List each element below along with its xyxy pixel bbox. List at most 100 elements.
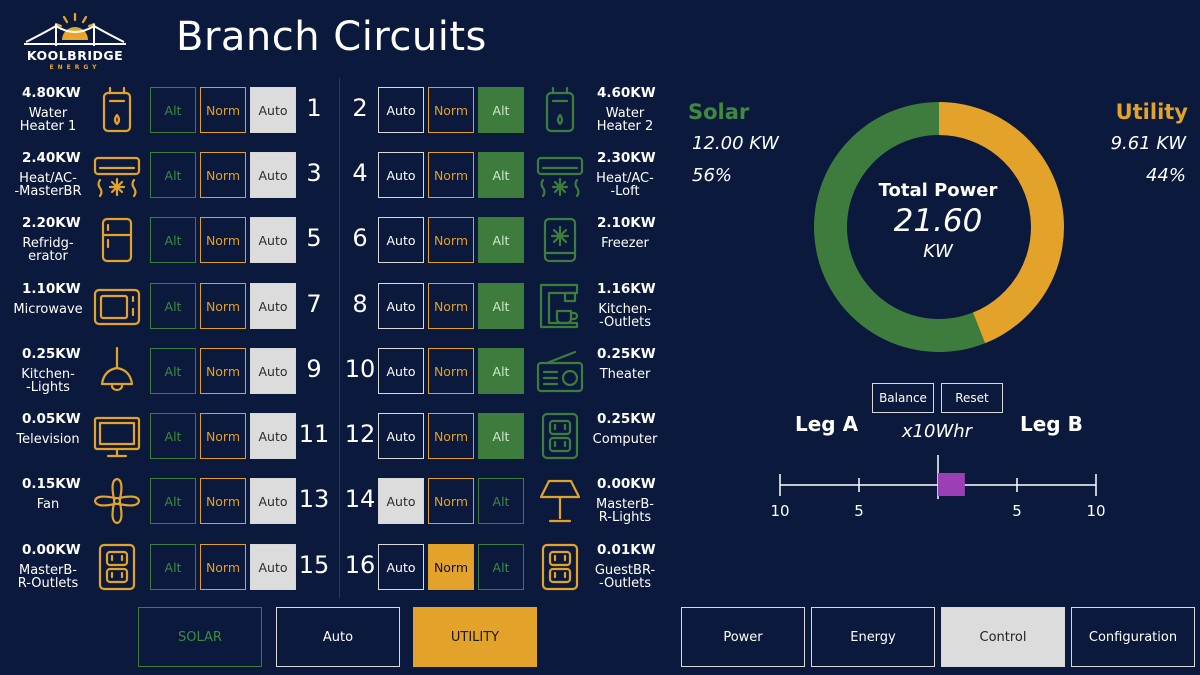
leg-a-label: Leg A [795,412,859,436]
auto-button[interactable]: Auto [378,544,424,590]
circuit-kw: 0.01KW [597,542,656,558]
koolbridge-logo: KOOLBRIDGE ENERGY [22,12,128,76]
utility-arc [939,102,1064,344]
alt-button[interactable]: Alt [478,87,524,133]
alt-button[interactable]: Alt [150,152,196,198]
nav-configuration-button[interactable]: Configuration [1071,607,1195,667]
auto-button[interactable]: Auto [250,87,296,133]
auto-button[interactable]: Auto [378,217,424,263]
circuit-kw: 1.16KW [597,281,656,297]
norm-button[interactable]: Norm [428,152,474,198]
bridge-sun-icon [24,12,126,46]
reset-button[interactable]: Reset [941,383,1003,413]
circuit-4: 2.30KW Heat/AC- -Loft 4 Alt Norm Auto [0,148,656,200]
alt-button[interactable]: Alt [150,217,196,263]
lamp-icon [535,476,585,526]
norm-button[interactable]: Norm [200,87,246,133]
auto-button[interactable]: Auto [250,283,296,329]
alt-button[interactable]: Alt [150,544,196,590]
alt-button[interactable]: Alt [150,478,196,524]
norm-button[interactable]: Norm [428,478,474,524]
alt-button[interactable]: Alt [478,478,524,524]
circuit-name: MasterB- R-Outlets [17,563,79,591]
auto-button[interactable]: Auto [250,478,296,524]
auto-button[interactable]: Auto [378,283,424,329]
auto-button[interactable]: Auto [378,152,424,198]
nav-power-button[interactable]: Power [681,607,805,667]
alt-button[interactable]: Alt [478,152,524,198]
circuit-name: Refridg- erator [22,236,74,264]
circuit-number: 5 [306,224,322,252]
fan-icon [92,476,142,526]
heat-ac-icon [535,150,585,200]
circuit-name: Computer [592,432,658,447]
logo-wordmark: KOOLBRIDGE [26,48,124,63]
total-power-unit: KW [923,241,953,262]
norm-button[interactable]: Norm [428,283,474,329]
auto-button[interactable]: Auto [378,413,424,459]
circuit-kw: 2.30KW [597,150,656,166]
solar-arc [814,102,986,352]
norm-button[interactable]: Norm [428,348,474,394]
norm-button[interactable]: Norm [428,413,474,459]
leg-balance-scale [779,455,1097,499]
alt-button[interactable]: Alt [150,87,196,133]
alt-button[interactable]: Alt [478,544,524,590]
norm-button[interactable]: Norm [200,544,246,590]
norm-button[interactable]: Norm [428,544,474,590]
total-power-readout: Total Power 21.60 KW [863,180,1013,262]
auto-button[interactable]: Auto [250,152,296,198]
circuit-7: 1.10KW Microwave 7 Alt Norm Auto [0,279,322,331]
alt-button[interactable]: Alt [150,348,196,394]
radio-icon [535,346,585,396]
outlet-icon [535,411,585,461]
solar-label: Solar [688,100,750,124]
coffee-maker-icon [535,281,585,331]
auto-button[interactable]: Auto [378,87,424,133]
mode-solar-button[interactable]: SOLAR [138,607,262,667]
alt-button[interactable]: Alt [478,283,524,329]
balance-button[interactable]: Balance [872,383,934,413]
auto-button[interactable]: Auto [250,413,296,459]
circuit-number: 16 [344,551,376,579]
mode-utility-button[interactable]: UTILITY [413,607,537,667]
norm-button[interactable]: Norm [200,152,246,198]
alt-button[interactable]: Alt [478,413,524,459]
auto-button[interactable]: Auto [250,217,296,263]
utility-kw: 9.61 KW [1110,133,1186,154]
circuit-number: 9 [306,355,322,383]
circuit-number: 10 [344,355,376,383]
auto-button[interactable]: Auto [250,348,296,394]
balance-unit: x10Whr [901,421,973,442]
alt-button[interactable]: Alt [150,413,196,459]
circuit-name: Kitchen- -Lights [21,367,75,395]
nav-control-button[interactable]: Control [941,607,1065,667]
circuit-15: 0.00KW MasterB- R-Outlets 15 Alt Norm Auto [0,540,329,592]
mode-auto-button[interactable]: Auto [276,607,400,667]
circuit-number: 3 [306,159,322,187]
circuit-kw: 2.40KW [22,150,81,166]
circuit-kw: 0.25KW [597,411,656,427]
auto-button[interactable]: Auto [378,478,424,524]
circuit-kw: 0.00KW [22,542,81,558]
outlet-icon [92,542,142,592]
total-power-value: 21.60 [893,203,983,239]
alt-button[interactable]: Alt [150,283,196,329]
norm-button[interactable]: Norm [200,348,246,394]
auto-button[interactable]: Auto [250,544,296,590]
norm-button[interactable]: Norm [200,283,246,329]
pendant-light-icon [92,346,142,396]
norm-button[interactable]: Norm [200,413,246,459]
alt-button[interactable]: Alt [478,348,524,394]
auto-button[interactable]: Auto [378,348,424,394]
norm-button[interactable]: Norm [200,217,246,263]
alt-button[interactable]: Alt [478,217,524,263]
circuit-6: 2.10KW Freezer 6 Alt Norm Auto [0,213,656,265]
circuit-3: 2.40KW Heat/AC- -MasterBR 3 Alt Norm Auto [0,148,322,200]
norm-button[interactable]: Norm [200,478,246,524]
norm-button[interactable]: Norm [428,87,474,133]
nav-energy-button[interactable]: Energy [811,607,935,667]
water-heater-icon [92,85,142,135]
norm-button[interactable]: Norm [428,217,474,263]
circuit-name: Kitchen- -Outlets [598,302,652,330]
